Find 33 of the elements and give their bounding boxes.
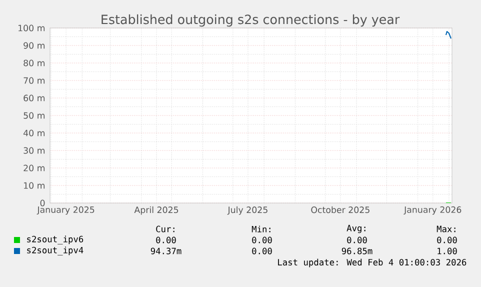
x-tick-label: April 2025 (134, 206, 178, 215)
legend-label: s2sout_ipv6 (27, 236, 84, 244)
line-series (445, 30, 452, 40)
y-tick-label: 40 m (23, 130, 45, 136)
text: Max: (436, 226, 456, 232)
text: 96.85m (342, 248, 372, 254)
x-tick-label: January 2026 (404, 206, 462, 215)
text: 94.37m (150, 248, 182, 254)
x-tick-label: October 2025 (311, 206, 370, 214)
text: 1.00 (438, 248, 457, 254)
y-tick-label: 30 m (24, 147, 45, 154)
y-tick-label: 100 m (18, 24, 45, 32)
y-tick-label: 90 m (24, 42, 45, 49)
text: 0.00 (252, 248, 272, 254)
text: 0.00 (252, 236, 272, 244)
text: Last update: Wed Feb 4 01:00:03 2026 (278, 258, 466, 268)
y-tick-label: 70 m (24, 77, 45, 84)
text: Cur: (156, 226, 174, 232)
x-tick-label: July 2025 (227, 206, 268, 215)
text: Min: (252, 226, 270, 232)
y-tick-label: 20 m (24, 164, 45, 172)
text: 0.00 (156, 236, 176, 244)
legend-label: s2sout_ipv4 (27, 246, 84, 256)
x-tick-label: January 2025 (36, 206, 94, 215)
text: 0.00 (437, 236, 457, 244)
y-tick-label: 60 m (24, 94, 45, 102)
text: 0.00 (347, 236, 367, 244)
y-tick-label: 10 m (24, 182, 45, 189)
text: Avg: (346, 224, 366, 234)
y-tick-label: 0 (40, 200, 45, 206)
chart-title: Established outgoing s2s connections - by year (102, 14, 400, 27)
y-tick-label: 80 m (24, 60, 45, 66)
y-tick-label: 50 m (24, 112, 45, 119)
